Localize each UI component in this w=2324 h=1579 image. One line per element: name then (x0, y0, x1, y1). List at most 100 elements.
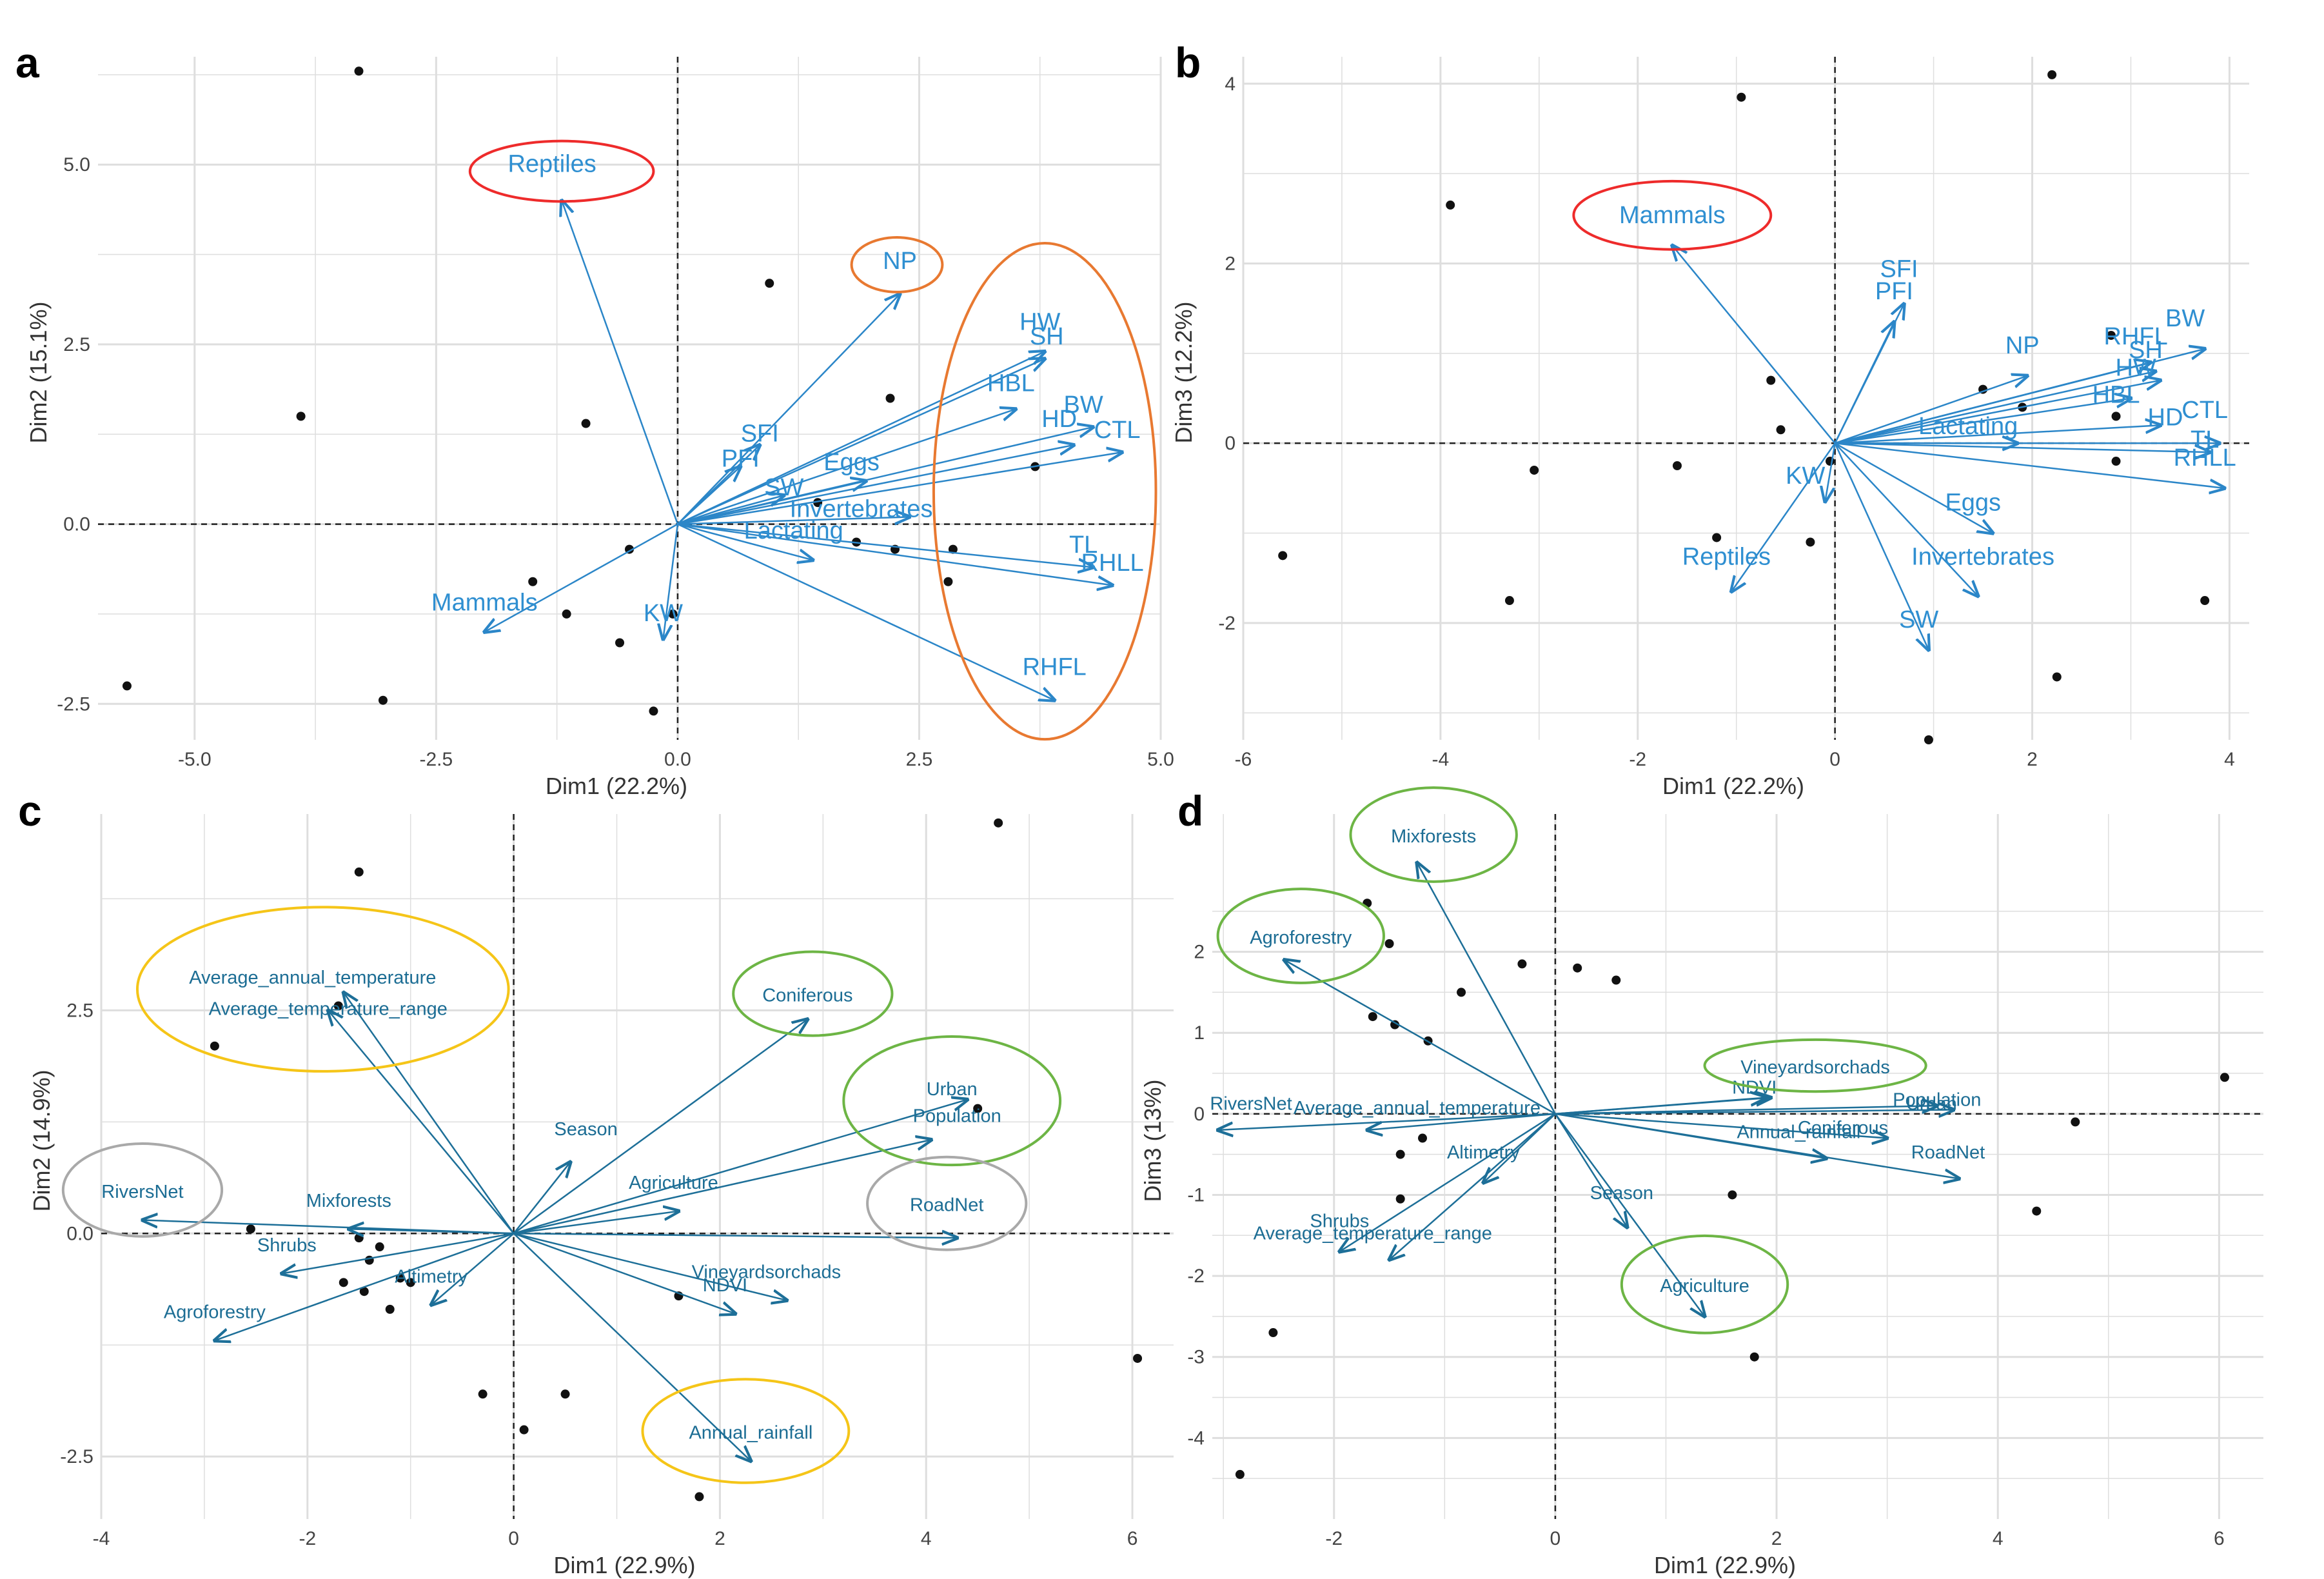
loading-arrow (1835, 442, 1993, 533)
y-tick-label: -2 (1187, 1266, 1205, 1287)
loading-label: Urban (927, 1079, 978, 1100)
loading-arrow (1835, 399, 2131, 444)
loading-arrow (677, 352, 1045, 525)
x-tick-label: 6 (1127, 1528, 1138, 1549)
x-tick-label: -2 (299, 1528, 316, 1549)
loading-arrow (1285, 960, 1556, 1115)
data-point (2220, 1073, 2229, 1082)
y-tick-label: 5.0 (63, 154, 90, 175)
grid-d (1212, 814, 2263, 1519)
highlight-ellipse (1572, 179, 1773, 251)
data-point (1728, 1190, 1737, 1200)
loading-label: KW (1786, 462, 1825, 490)
loading-arrow (677, 523, 1093, 568)
y-tick-label: 1 (1194, 1022, 1205, 1044)
highlight-ellipse (641, 1378, 851, 1484)
x-tick-label: -5.0 (178, 749, 212, 770)
loading-arrow (677, 523, 1054, 700)
highlight-ellipses-c (61, 906, 1062, 1484)
highlight-ellipse (1349, 786, 1518, 883)
loading-arrow (349, 1229, 514, 1233)
loading-label: Eggs (823, 449, 880, 476)
data-point (668, 609, 678, 619)
x-tick-label: -2 (1325, 1528, 1343, 1549)
y-tick-label: 4 (1225, 74, 1236, 95)
data-point (406, 1278, 415, 1287)
loading-arrow (1417, 862, 1556, 1115)
x-tick-label: 2.5 (906, 749, 933, 770)
highlight-ellipses-a (468, 139, 1157, 741)
x-tick-label: -4 (1432, 749, 1450, 770)
data-point (1278, 551, 1288, 561)
loading-label: RoadNet (1911, 1142, 1985, 1163)
data-point (1611, 975, 1621, 985)
points-a (122, 66, 1040, 716)
x-tick-label: -2.5 (420, 749, 453, 770)
loading-arrow (1835, 442, 2225, 488)
loading-arrow (1731, 442, 1836, 591)
loading-label: NDVI (703, 1275, 747, 1296)
y-axis-title: Dim2 (15.1%) (25, 301, 52, 443)
loading-arrow (513, 1233, 787, 1300)
x-axis-title: Dim1 (22.2%) (546, 773, 687, 799)
x-tick-label: 2 (714, 1528, 725, 1549)
loading-label: Average_annual_temperature (189, 968, 436, 988)
y-tick-label: -4 (1187, 1427, 1205, 1449)
data-point (2200, 596, 2210, 606)
data-point (1457, 988, 1466, 997)
loading-label: Urban (1906, 1094, 1957, 1115)
highlight-ellipse (1620, 1234, 1789, 1335)
panel-d: -2 0 2 4 6 -4 -3 -2 -1 0 1 2 Dim1 (22.9%) Dim3 (13%) d… (1139, 786, 2263, 1578)
loading-label: RoadNet (910, 1195, 983, 1216)
x-tick-label: 4 (921, 1528, 932, 1549)
highlight-ellipse (732, 950, 894, 1037)
loading-label: SFI (1880, 255, 1918, 283)
data-point (2071, 1117, 2080, 1127)
x-tick-label: -6 (1235, 749, 1252, 770)
data-point (694, 1492, 704, 1502)
data-point (615, 638, 625, 648)
data-point (210, 1041, 219, 1051)
highlight-ellipse (61, 1142, 224, 1238)
loading-arrow (1390, 1113, 1556, 1260)
x-axis-title: Dim1 (22.9%) (553, 1552, 695, 1578)
panel-letter: a (15, 39, 40, 86)
y-tick-label: 2 (1225, 253, 1236, 274)
loading-label: Agriculture (1660, 1276, 1749, 1296)
loading-label: Eggs (1945, 490, 2001, 517)
panel-letter: c (18, 787, 42, 835)
loading-arrow (513, 1162, 571, 1235)
loading-label: Coniferous (1798, 1118, 1888, 1138)
loading-arrow (677, 466, 740, 525)
loading-label: HD (1041, 406, 1077, 433)
y-tick-label: -2 (1218, 613, 1236, 634)
highlight-ellipse (1216, 888, 1385, 984)
x-tick-label: 0 (1829, 749, 1840, 770)
loading-label: TL (1069, 531, 1098, 559)
x-tick-label: 6 (2214, 1528, 2225, 1549)
loading-label: Average_annual_temperature (1294, 1098, 1541, 1118)
highlight-ellipses-b (1572, 179, 1773, 251)
loading-arrow (1834, 442, 1978, 596)
data-point (246, 1224, 255, 1234)
loading-label: TL (2191, 426, 2219, 453)
x-tick-label: 0 (508, 1528, 519, 1549)
data-point (649, 706, 658, 716)
x-tick-label: -2 (1629, 749, 1646, 770)
y-axis-title: Dim3 (13%) (1139, 1079, 1166, 1202)
loading-label: Shrubs (257, 1235, 317, 1256)
loading-label: SW (764, 474, 803, 501)
data-point (395, 1273, 405, 1283)
loading-label: RiversNet (101, 1182, 183, 1202)
data-point (948, 544, 958, 554)
loading-arrow (677, 523, 813, 561)
loading-arrow (1834, 322, 1895, 444)
points-c (210, 818, 1143, 1502)
loading-label: HW (2115, 355, 2156, 382)
x-axis-title: Dim1 (22.2%) (1662, 773, 1804, 799)
data-point (359, 1287, 369, 1296)
data-point (1390, 1020, 1400, 1029)
loading-label: RHFL (1023, 654, 1087, 681)
